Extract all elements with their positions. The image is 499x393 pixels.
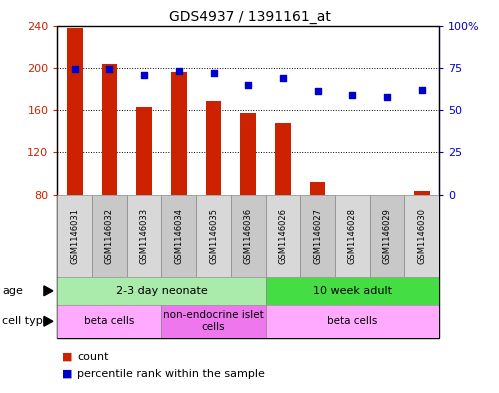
Text: GSM1146034: GSM1146034 [174,208,183,264]
Text: GSM1146029: GSM1146029 [383,208,392,264]
Text: beta cells: beta cells [327,316,378,326]
Point [210,70,218,76]
Text: GSM1146033: GSM1146033 [140,208,149,264]
Text: GSM1146036: GSM1146036 [244,208,253,264]
Bar [265,277,439,305]
Bar [310,182,325,195]
Text: non-endocrine islet
cells: non-endocrine islet cells [163,310,264,332]
Point [348,92,356,98]
Bar [162,305,265,338]
Text: GSM1146026: GSM1146026 [278,208,287,264]
Bar [92,195,127,277]
Text: 10 week adult: 10 week adult [313,286,392,296]
Point [383,94,391,100]
Text: 2-3 day neonate: 2-3 day neonate [116,286,208,296]
Point [279,75,287,81]
Text: GSM1146035: GSM1146035 [209,208,218,264]
Bar [414,191,430,195]
Bar [57,195,92,277]
Point [140,72,148,78]
Bar [206,101,222,195]
Text: age: age [2,286,23,296]
Bar [57,305,162,338]
Text: GSM1146030: GSM1146030 [417,208,426,264]
Bar [136,107,152,195]
Bar [67,28,82,195]
Text: ■: ■ [62,352,73,362]
Point [105,66,113,73]
Point [175,68,183,74]
Text: GSM1146028: GSM1146028 [348,208,357,264]
Bar [335,195,370,277]
Point [314,88,322,95]
Bar [404,195,439,277]
Bar [171,72,187,195]
Bar [57,277,265,305]
Bar [265,195,300,277]
Text: count: count [77,352,109,362]
Bar [300,195,335,277]
Bar [162,195,196,277]
Text: GDS4937 / 1391161_at: GDS4937 / 1391161_at [169,10,330,24]
Polygon shape [44,286,53,296]
Bar [241,113,256,195]
Bar [127,195,162,277]
Text: GSM1146031: GSM1146031 [70,208,79,264]
Bar [344,195,360,196]
Bar [370,195,404,277]
Bar [379,195,395,199]
Point [71,66,79,73]
Polygon shape [44,316,53,326]
Text: beta cells: beta cells [84,316,135,326]
Bar [231,195,265,277]
Text: GSM1146032: GSM1146032 [105,208,114,264]
Text: percentile rank within the sample: percentile rank within the sample [77,369,265,379]
Bar [265,305,439,338]
Text: GSM1146027: GSM1146027 [313,208,322,264]
Text: ■: ■ [62,369,73,379]
Text: cell type: cell type [2,316,50,326]
Bar [196,195,231,277]
Point [244,81,252,88]
Bar [102,64,117,195]
Point [418,86,426,93]
Bar [275,123,291,195]
